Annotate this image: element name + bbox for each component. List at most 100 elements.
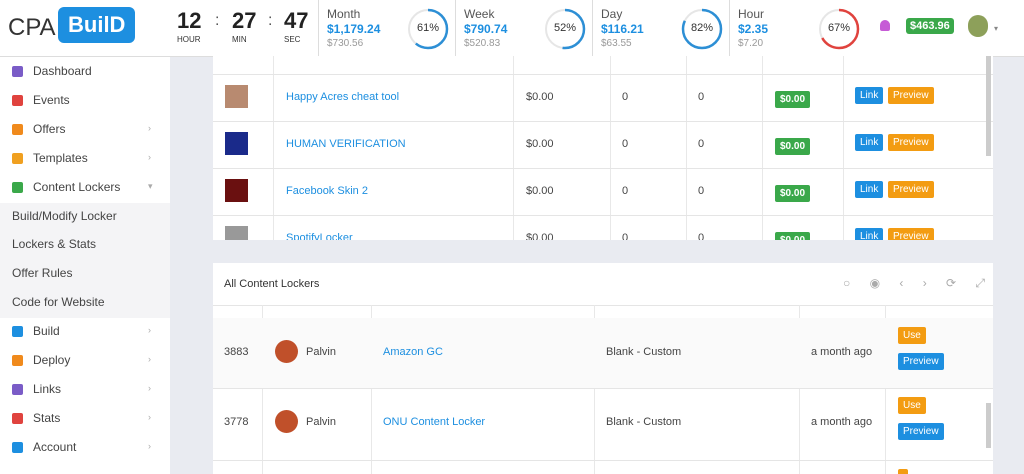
- column-line: [686, 56, 687, 240]
- stat-label: Hour: [738, 7, 765, 21]
- row-line: [213, 74, 993, 75]
- earnings: $0.00: [775, 232, 811, 240]
- count: 0: [698, 232, 705, 240]
- stat-percent: 82%: [690, 22, 714, 34]
- menu-icon: [12, 383, 23, 395]
- stat-previous: $730.56: [327, 38, 364, 49]
- price: $0.00: [526, 91, 554, 103]
- offer-name[interactable]: Happy Acres cheat tool: [286, 91, 400, 103]
- preview-button[interactable]: Preview: [888, 181, 934, 198]
- menu-icon: [12, 94, 23, 106]
- offer-name[interactable]: Facebook Skin 2: [286, 185, 368, 197]
- ring-arc: [681, 8, 723, 50]
- caret: ›: [148, 325, 151, 336]
- preview-button[interactable]: Preview: [888, 134, 934, 151]
- menu-icon: [12, 326, 23, 338]
- stat-percent: 61%: [416, 22, 440, 34]
- menu-icon: [12, 181, 23, 193]
- divider: [592, 0, 593, 56]
- stat-current: $116.21: [601, 22, 644, 36]
- stat-previous: $520.83: [464, 38, 501, 49]
- preview-button[interactable]: Preview: [898, 353, 944, 370]
- menu-item[interactable]: Stats: [33, 410, 61, 425]
- template: Blank - Custom: [606, 346, 682, 358]
- toolbar[interactable]: ○ ◉ ‹ › ⟳ ⤢: [843, 276, 993, 290]
- progress-ring: [818, 8, 860, 50]
- clock-separator: :: [215, 12, 220, 29]
- preview-button[interactable]: Preview: [898, 423, 944, 440]
- price: $0.00: [526, 232, 554, 240]
- link-button[interactable]: Link: [855, 134, 884, 151]
- menu-item[interactable]: Dashboard: [33, 64, 92, 78]
- menu-item[interactable]: Deploy: [33, 353, 71, 367]
- stat-previous: $7.20: [738, 38, 764, 49]
- thumbnail: [225, 179, 248, 202]
- submenu-item[interactable]: Code for Website: [12, 295, 105, 310]
- menu-icon: [12, 123, 23, 135]
- balance: $463.96: [906, 18, 954, 34]
- menu-icon: [12, 66, 23, 77]
- use-button[interactable]: Use: [898, 327, 926, 344]
- divider: [318, 0, 319, 56]
- count: 0: [698, 138, 705, 150]
- count: 0: [698, 185, 705, 197]
- locker-name[interactable]: ONU Content Locker: [383, 416, 486, 428]
- ring-arc: [544, 8, 586, 50]
- clock-value: 12: [177, 8, 202, 33]
- stat-label: Day: [601, 7, 623, 21]
- column-line: [262, 305, 263, 474]
- caret: ›: [148, 122, 151, 133]
- row-line: [213, 215, 993, 216]
- logo-left: CPA: [8, 14, 56, 41]
- menu-item[interactable]: Account: [33, 439, 77, 454]
- submenu-item[interactable]: Offer Rules: [12, 266, 73, 281]
- bell: [880, 20, 890, 31]
- column-line: [762, 56, 763, 240]
- avatar[interactable]: [968, 15, 988, 37]
- menu-item[interactable]: Templates: [33, 150, 88, 165]
- menu-item[interactable]: Links: [33, 381, 62, 396]
- thumbnail: [225, 132, 248, 155]
- logo-right[interactable]: BuilD: [58, 7, 136, 43]
- caret: ›: [148, 382, 151, 393]
- menu-item[interactable]: Content Lockers: [33, 179, 121, 194]
- link-button[interactable]: Link: [855, 228, 884, 240]
- locker-name[interactable]: Amazon GC: [383, 346, 443, 358]
- user-name: Palvin: [306, 416, 336, 428]
- menu-item[interactable]: Build: [33, 324, 60, 339]
- link-button[interactable]: Link: [855, 87, 884, 104]
- user-avatar: [275, 410, 298, 433]
- stat-current: $790.74: [464, 22, 508, 36]
- stat-label: Week: [464, 7, 495, 21]
- preview-button[interactable]: Preview: [888, 228, 934, 240]
- submenu-item[interactable]: Build/Modify Locker: [12, 208, 117, 223]
- submenu-bg: [0, 260, 170, 290]
- menu-icon: [12, 441, 23, 453]
- row-line: [213, 168, 993, 169]
- clock-separator: :: [268, 12, 273, 29]
- link-button[interactable]: Link: [855, 181, 884, 198]
- offer-name[interactable]: HUMAN VERIFICATION: [286, 138, 406, 150]
- price: $0.00: [526, 138, 554, 150]
- offers-panel: Happy Acres cheat tool $0.00 0 0 $0.00 Link Pr…: [213, 56, 993, 240]
- preview-button[interactable]: Preview: [888, 87, 934, 104]
- progress-ring: [544, 8, 586, 50]
- column-line: [610, 56, 611, 240]
- count: 0: [622, 91, 629, 103]
- top-bar: [0, 0, 1024, 57]
- stat-previous: $63.55: [601, 38, 632, 49]
- created: a month ago: [811, 346, 873, 358]
- template: Blank - Custom: [606, 416, 682, 428]
- progress-ring: [407, 8, 449, 50]
- submenu-item[interactable]: Lockers & Stats: [12, 237, 97, 252]
- column-line: [885, 305, 886, 474]
- progress-ring: [681, 8, 723, 50]
- offer-name[interactable]: SpotifyLocker: [286, 232, 353, 240]
- menu-icon: [12, 355, 23, 366]
- column-line: [594, 305, 595, 474]
- use-button[interactable]: [898, 469, 908, 474]
- menu-item[interactable]: Events: [33, 92, 70, 107]
- ring-arc: [407, 8, 449, 50]
- menu-item[interactable]: Offers: [33, 121, 66, 136]
- use-button[interactable]: Use: [898, 397, 926, 414]
